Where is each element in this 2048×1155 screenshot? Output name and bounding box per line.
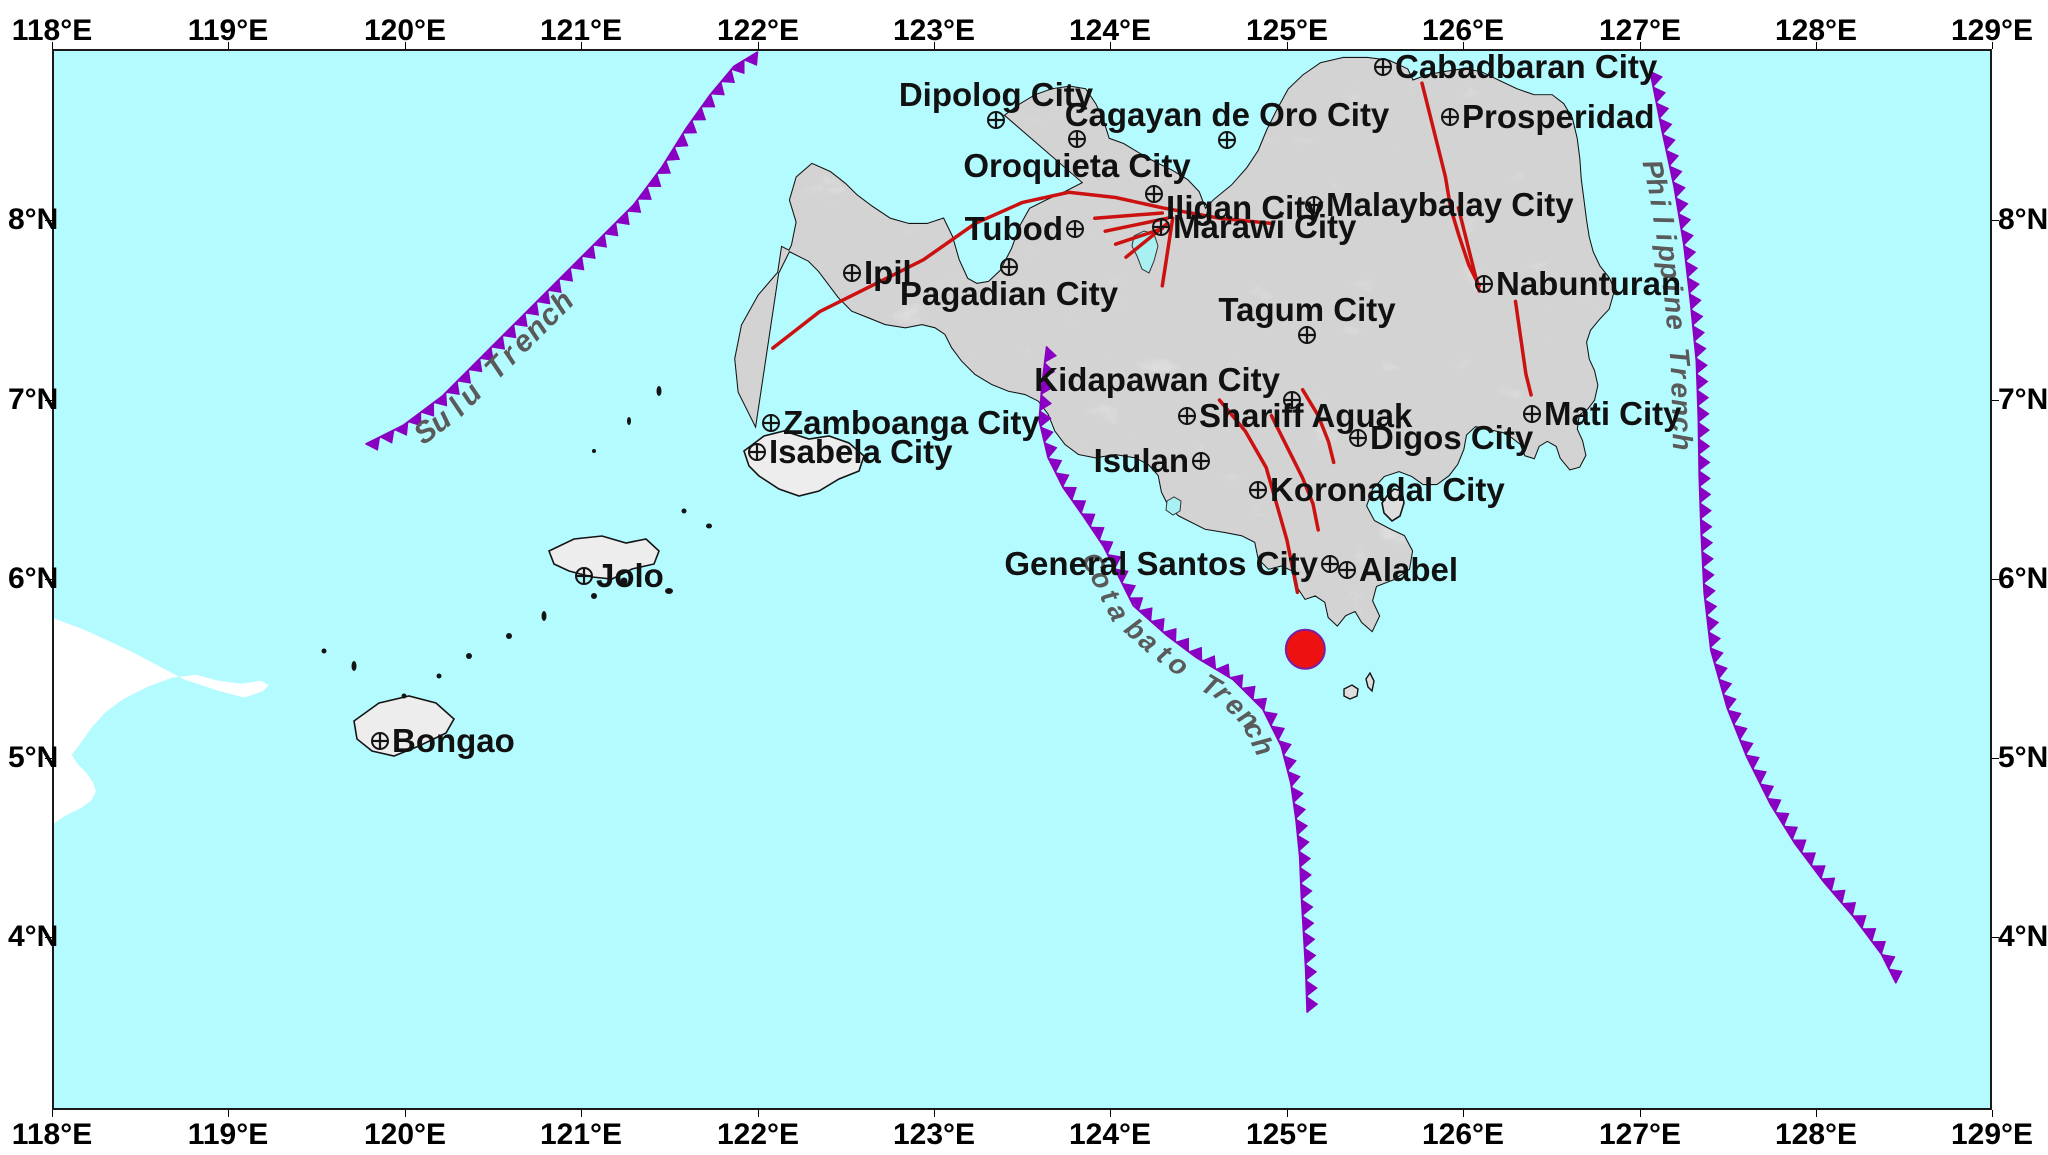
svg-text:e: e xyxy=(1660,313,1692,332)
svg-text:i: i xyxy=(1644,196,1676,210)
svg-text:i: i xyxy=(1650,231,1682,245)
svg-text:r: r xyxy=(1665,367,1696,381)
svg-text:l: l xyxy=(1647,213,1679,227)
svg-text:h: h xyxy=(1667,433,1698,451)
